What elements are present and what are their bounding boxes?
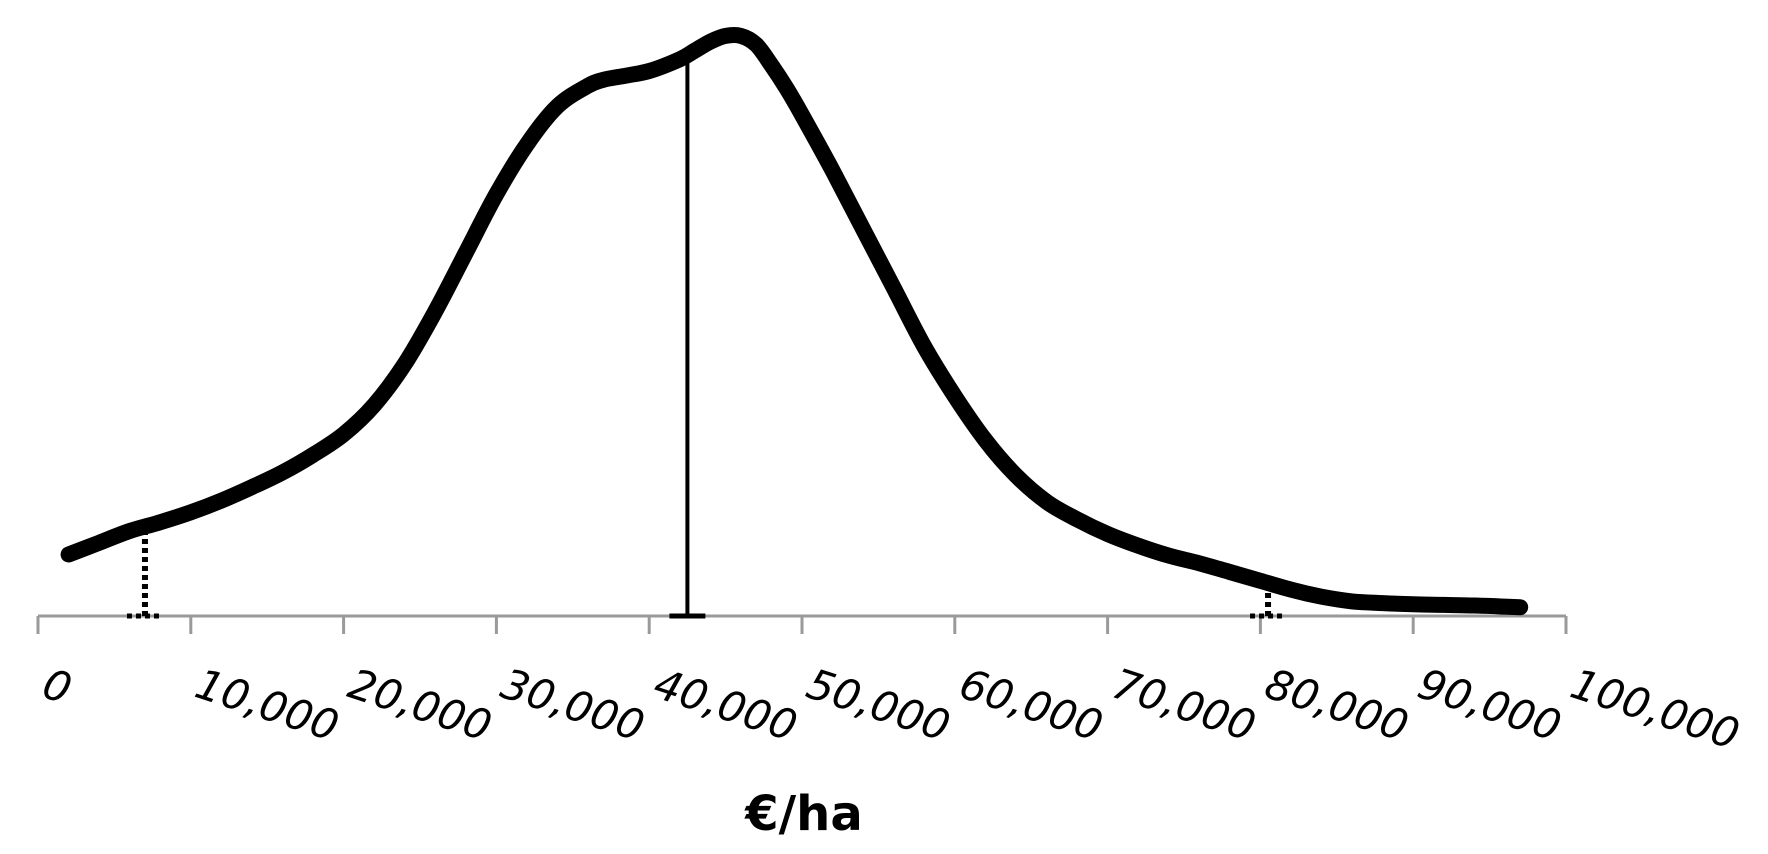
x-tick-label: 70,000: [1107, 659, 1262, 751]
x-tick-label: 40,000: [648, 659, 803, 751]
x-axis-title: €/ha: [744, 786, 863, 842]
x-tick-label: 0: [37, 659, 78, 714]
density-curve: [60, 26, 1529, 616]
x-tick-label: 20,000: [343, 659, 498, 751]
x-tick-label: 50,000: [801, 659, 956, 751]
x-tick-label: 100,000: [1565, 659, 1745, 759]
x-tick-label: 10,000: [190, 659, 345, 751]
x-tick-label: 60,000: [954, 659, 1109, 751]
x-tick-label: 30,000: [495, 659, 650, 751]
x-tick-label: 80,000: [1259, 659, 1414, 751]
x-tick-label: 90,000: [1412, 659, 1567, 751]
